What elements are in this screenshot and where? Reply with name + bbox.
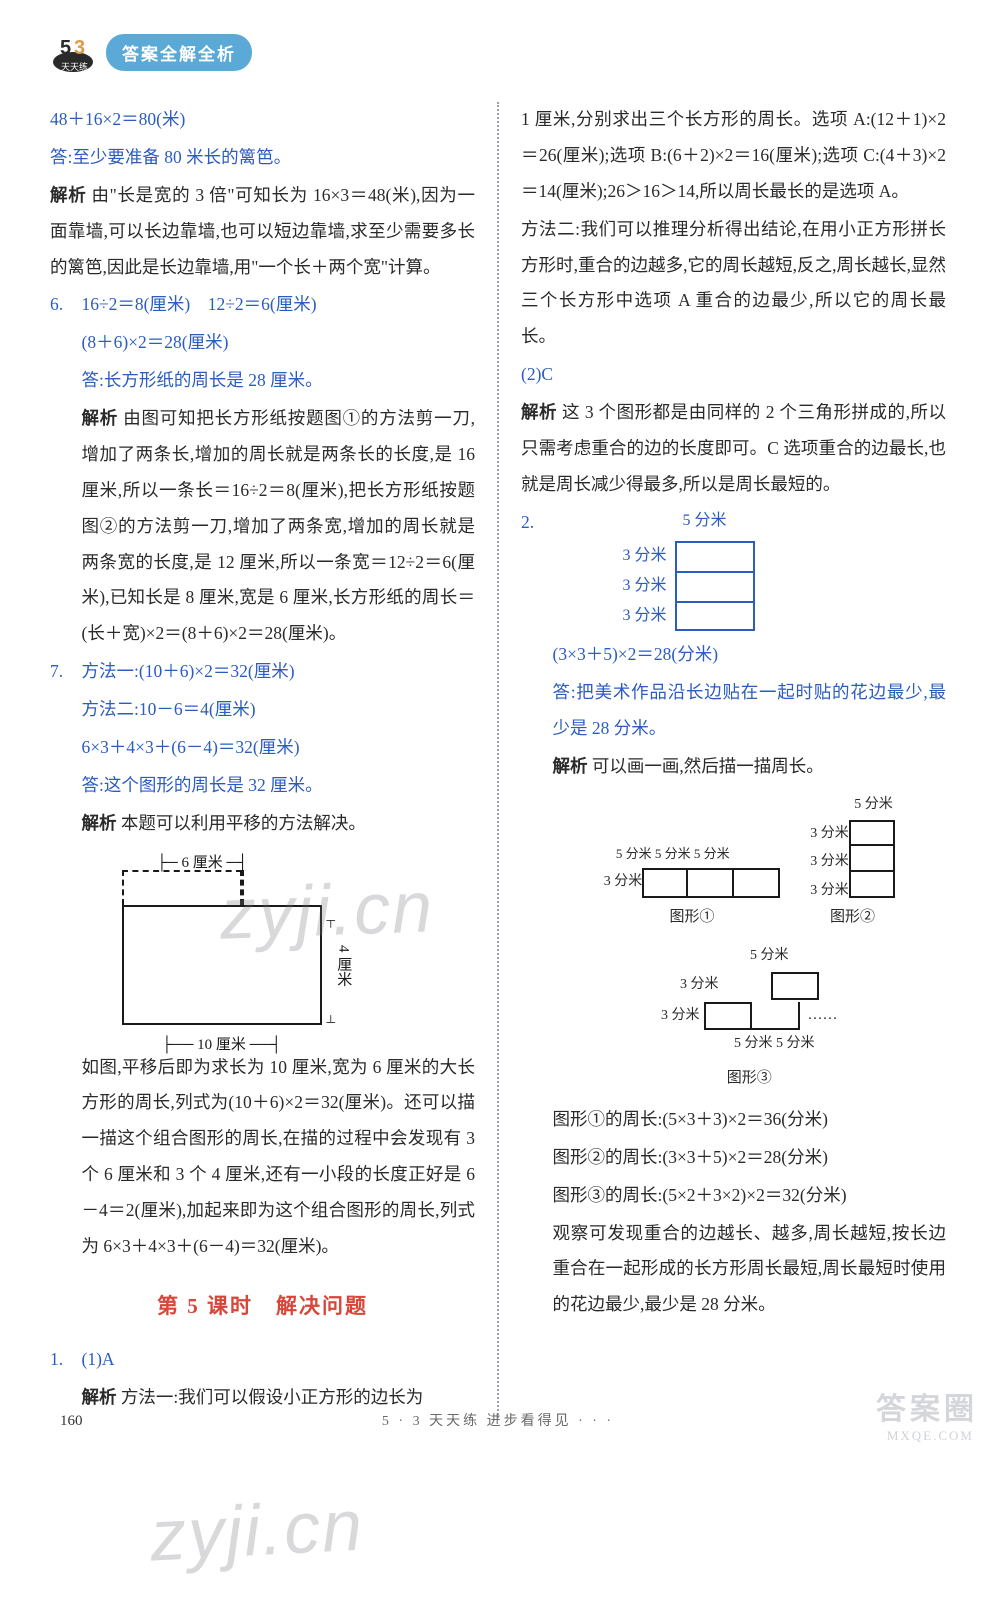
dots: ……	[808, 1000, 838, 1031]
fig-label: ├── 10 厘米 ──┤	[162, 1030, 282, 1061]
text: (1)A	[82, 1342, 476, 1378]
text: 解析 由"长是宽的 3 倍"可知长为 16×3＝48(米),因为一面靠墙,可以长…	[50, 178, 475, 286]
fig-caption: 图形②	[810, 902, 895, 933]
footer-text: 5 · 3 天天练 进步看得见 · · ·	[0, 1410, 996, 1430]
label: 解析	[50, 185, 86, 205]
text: 观察可发现重合的边越长、越多,周长越短,按长边重合在一起形成的长方形周长最短,周…	[553, 1216, 947, 1324]
fig-label: 3 分米	[810, 820, 849, 849]
right-column: 1 厘米,分别求出三个长方形的周长。选项 A:(12＋1)×2＝26(厘米);选…	[499, 102, 946, 1418]
q-number: 6.	[50, 287, 82, 654]
text: 由"长是宽的 3 倍"可知长为 16×3＝48(米),因为一面靠墙,可以长边靠墙…	[50, 185, 475, 277]
label: 解析	[553, 756, 588, 776]
fig-label: ├─ 6 厘米 ─┤	[157, 848, 248, 879]
label: 解析	[521, 402, 557, 422]
svg-text:3: 3	[74, 37, 85, 59]
q6: 6. 16÷2＝8(厘米) 12÷2＝6(厘米) (8＋6)×2＝28(厘米) …	[50, 287, 475, 654]
text: 可以画一画,然后描一描周长。	[588, 756, 824, 776]
content-columns: 48＋16×2＝80(米) 答:至少要准备 80 米长的篱笆。 解析 由"长是宽…	[50, 102, 946, 1418]
text: 如图,平移后即为求长为 10 厘米,宽为 6 厘米的大长方形的周长,列式为(10…	[82, 1050, 476, 1265]
figure-2: 5 分米 3 分米 3 分米 3 分米 图形②	[810, 791, 895, 932]
text: 6×3＋4×3＋(6－4)＝32(厘米)	[82, 730, 476, 766]
q2: 2. 5 分米 3 分米 3 分米 3 分米 (3×3＋5)×2＝28(分米) …	[521, 505, 946, 1326]
fig-label: 3 分米	[604, 868, 643, 897]
fig-caption: 图形③	[609, 1063, 889, 1094]
text: 解析 这 3 个图形都是由同样的 2 个三角形拼成的,所以只需考虑重合的边的长度…	[521, 395, 946, 503]
figure-row: 5 分米 5 分米 5 分米 3 分米 图形① 5 分米 3 分米	[553, 791, 947, 932]
text: 1 厘米,分别求出三个长方形的周长。选项 A:(12＋1)×2＝26(厘米);选…	[521, 102, 946, 210]
text: 48＋16×2＝80(米)	[50, 102, 475, 138]
page: 5 3 天天练 答案全解全析 48＋16×2＝80(米) 答:至少要准备 80 …	[0, 0, 996, 1458]
text: 方法一:(10＋6)×2＝32(厘米)	[82, 654, 476, 690]
figure-3: 5 分米 3 分米 3 分米 …… 5 分米 5 分米 图形③	[609, 942, 889, 1094]
fig-caption: 图形①	[604, 902, 781, 933]
figure-stack: 3 分米 3 分米 3 分米	[623, 541, 947, 631]
text: 解析 由图可知把长方形纸按题图①的方法剪一刀,增加了两条长,增加的周长就是两条长…	[82, 401, 476, 652]
header-badge: 答案全解全析	[106, 34, 252, 71]
header: 5 3 天天练 答案全解全析	[50, 30, 946, 74]
fig-label: 5 分米 5 分米 5 分米	[604, 841, 742, 868]
fig-label: 5 分米	[810, 791, 893, 820]
q-number: 1.	[50, 1342, 82, 1418]
text: (8＋6)×2＝28(厘米)	[82, 325, 476, 361]
text: 本题可以利用平移的方法解决。	[117, 813, 366, 833]
q1: 1. (1)A 解析 方法一:我们可以假设小正方形的边长为	[50, 1342, 475, 1418]
left-column: 48＋16×2＝80(米) 答:至少要准备 80 米长的篱笆。 解析 由"长是宽…	[50, 102, 497, 1418]
q7: 7. 方法一:(10＋6)×2＝32(厘米) 方法二:10－6＝4(厘米) 6×…	[50, 654, 475, 1267]
corner-sub: MXQE.COM	[887, 1428, 974, 1444]
text: 图形③的周长:(5×2＋3×2)×2＝32(分米)	[553, 1178, 947, 1214]
label: 解析	[82, 1387, 117, 1407]
text: 由图可知把长方形纸按题图①的方法剪一刀,增加了两条长,增加的周长就是两条长的长度…	[82, 408, 476, 643]
text: 答:至少要准备 80 米长的篱笆。	[50, 140, 475, 176]
fig-label: 3 分米	[810, 848, 849, 877]
q-number: 7.	[50, 654, 82, 1267]
svg-text:天天练: 天天练	[61, 61, 88, 72]
text: 答:把美术作品沿长边贴在一起时贴的花边最少,最少是 28 分米。	[553, 675, 947, 747]
text: (2)C	[521, 357, 946, 393]
text: 方法二:我们可以推理分析得出结论,在用小正方形拼长方形时,重合的边越多,它的周长…	[521, 212, 946, 356]
fig-label: 3 分米	[623, 540, 667, 573]
fig-label: 5 分米 5 分米	[659, 1030, 889, 1059]
fig-label: 3 分米	[661, 1002, 700, 1031]
text: (3×3＋5)×2＝28(分米)	[553, 637, 947, 673]
fig-label: 3 分米	[623, 570, 667, 603]
text: 方法一:我们可以假设小正方形的边长为	[117, 1387, 424, 1407]
watermark: zyji.cn	[148, 1484, 366, 1577]
fig-label: 5 分米	[683, 505, 947, 538]
text: 图形②的周长:(3×3＋5)×2＝28(分米)	[553, 1140, 947, 1176]
label: 解析	[82, 408, 119, 428]
text: 答:这个图形的周长是 32 厘米。	[82, 768, 476, 804]
logo-53: 5 3 天天练	[50, 30, 96, 74]
text: 解析 可以画一画,然后描一描周长。	[553, 749, 947, 785]
lesson-title: 第 5 课时 解决问题	[50, 1285, 475, 1328]
fig-label: 4 厘米	[328, 945, 359, 986]
text: 答:长方形纸的周长是 28 厘米。	[82, 363, 476, 399]
text: 这 3 个图形都是由同样的 2 个三角形拼成的,所以只需考虑重合的边的长度即可。…	[521, 402, 946, 494]
text: 解析 本题可以利用平移的方法解决。	[82, 806, 476, 842]
fig-label: 3 分米	[680, 971, 719, 1000]
figure-1: 5 分米 5 分米 5 分米 3 分米 图形①	[604, 841, 781, 932]
text: 16÷2＝8(厘米) 12÷2＝6(厘米)	[82, 287, 476, 323]
fig-label: 5 分米	[649, 942, 889, 971]
label: 解析	[82, 813, 117, 833]
figure-translation: ├─ 6 厘米 ─┤ ├── 10 厘米 ──┤ 4 厘米 ┬ ┴	[102, 850, 362, 1040]
text: 方法二:10－6＝4(厘米)	[82, 692, 476, 728]
text: 图形①的周长:(5×3＋3)×2＝36(分米)	[553, 1102, 947, 1138]
q-number: 2.	[521, 505, 553, 1326]
svg-text:5: 5	[60, 37, 71, 59]
fig-label: 3 分米	[623, 600, 667, 633]
